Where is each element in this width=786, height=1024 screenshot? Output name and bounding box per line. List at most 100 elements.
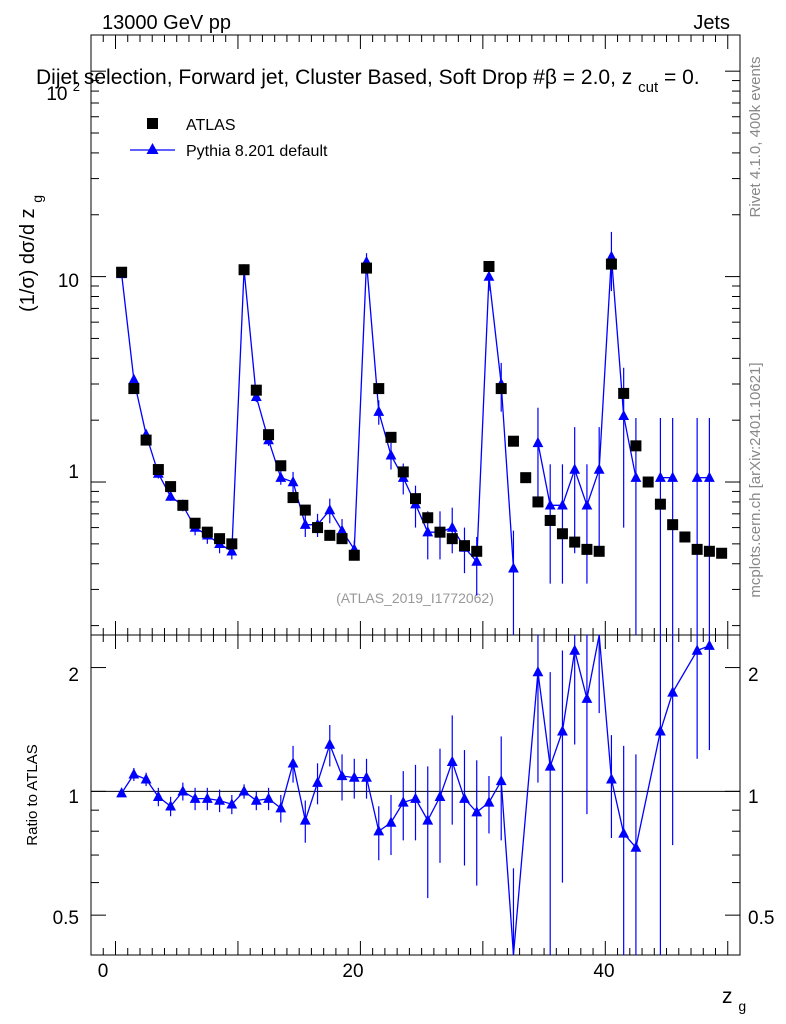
- atlas-point: [667, 519, 679, 531]
- legend-data-marker: [147, 118, 158, 129]
- atlas-point: [385, 431, 397, 443]
- ratio-point: [287, 757, 299, 768]
- mc-point: [508, 562, 519, 573]
- atlas-point: [691, 543, 703, 555]
- ratio-point: [385, 816, 397, 827]
- atlas-point: [495, 383, 507, 395]
- atlas-point: [703, 545, 715, 557]
- ratio-point: [324, 738, 336, 749]
- mc-point: [275, 471, 287, 482]
- atlas-point: [410, 493, 421, 505]
- mc-point: [336, 524, 348, 535]
- atlas-point: [373, 383, 385, 395]
- mc-point: [373, 405, 385, 416]
- collision-label: 13000 GeV pp: [102, 12, 231, 34]
- atlas-point: [483, 260, 495, 272]
- ratio-ytick-label-0.5: 0.5: [53, 908, 79, 929]
- atlas-point: [446, 533, 458, 545]
- mc-point: [422, 526, 434, 537]
- mcplots-side-label: mcplots.cern.ch [arXiv:2401.10621]: [747, 362, 764, 597]
- x-axis-label-sub: g: [738, 998, 746, 1014]
- atlas-point: [214, 533, 226, 545]
- mc-point: [703, 471, 715, 482]
- atlas-point: [165, 481, 177, 493]
- atlas-series-main: [116, 258, 728, 561]
- mc-point: [471, 555, 483, 566]
- mc-series-ratio: [116, 634, 715, 956]
- atlas-point: [716, 547, 728, 559]
- ratio-point: [667, 686, 679, 697]
- atlas-point: [630, 440, 642, 452]
- atlas-point: [434, 526, 446, 538]
- atlas-point: [263, 429, 275, 441]
- ratio-point: [397, 796, 409, 807]
- main-ytick-label-1: 1: [68, 462, 79, 483]
- ratio-point: [140, 773, 152, 784]
- atlas-point: [532, 496, 544, 508]
- atlas-point: [189, 517, 201, 529]
- legend-mc-label: Pythia 8.201 default: [186, 143, 328, 160]
- xtick-label-20: 20: [342, 961, 363, 982]
- main-ytick-top-base: 10: [46, 84, 67, 105]
- atlas-point: [618, 387, 630, 399]
- atlas-point: [140, 434, 152, 446]
- ratio-plot-frame: [90, 634, 741, 956]
- rivet-side-label: Rivet 4.1.0, 400k events: [747, 57, 764, 218]
- mc-point: [655, 471, 666, 482]
- atlas-point: [581, 543, 593, 555]
- legend-data-label: ATLAS: [186, 117, 236, 134]
- ratio-point: [630, 841, 642, 852]
- ratio-point: [459, 792, 470, 803]
- ratio-ytick-label-right-0.5: 0.5: [748, 908, 774, 929]
- atlas-point: [605, 258, 617, 270]
- mc-point: [569, 463, 581, 474]
- mc-point: [532, 436, 544, 448]
- ratio-point: [606, 773, 617, 784]
- ratio-point: [299, 814, 311, 825]
- plot-title-sub: cut: [638, 79, 659, 96]
- atlas-point: [593, 545, 605, 557]
- ratio-point: [544, 760, 556, 771]
- ratio-point: [336, 769, 348, 781]
- ratio-point: [312, 776, 323, 787]
- ratio-point: [116, 787, 128, 798]
- legend-mc-marker: [146, 143, 159, 154]
- atlas-point: [299, 504, 311, 516]
- atlas-point: [287, 492, 299, 504]
- mc-point: [593, 463, 605, 474]
- atlas-point: [642, 476, 654, 488]
- mc-point: [630, 471, 642, 482]
- ratio-point: [263, 792, 274, 803]
- mc-point: [385, 449, 397, 460]
- ratio-point: [422, 814, 434, 825]
- x-axis-label: z g: [722, 985, 746, 1014]
- ratio-ytick-label-2: 2: [68, 665, 79, 686]
- ratio-point: [348, 771, 360, 782]
- plot-title-main: Dijet selection, Forward jet, Cluster Ba…: [36, 66, 632, 89]
- atlas-point: [654, 498, 666, 510]
- ratio-point: [471, 806, 483, 817]
- main-ytick-top-exp: 2: [73, 79, 80, 94]
- ratio-point: [128, 768, 140, 779]
- atlas-point: [238, 264, 250, 276]
- mc-point: [299, 518, 311, 529]
- ratio-point: [532, 666, 544, 677]
- ratio-point: [361, 771, 372, 782]
- ratio-point: [446, 755, 458, 766]
- atlas-point: [201, 526, 213, 538]
- mc-point: [324, 504, 336, 515]
- ratio-point: [238, 785, 250, 796]
- axis-ticks: [90, 35, 741, 956]
- legend: ATLAS Pythia 8.201 default: [130, 117, 328, 160]
- ratio-point: [177, 785, 189, 796]
- ratio-point: [250, 794, 262, 805]
- ratio-point: [152, 790, 164, 801]
- analysis-watermark: (ATLAS_2019_I1772062): [336, 590, 494, 606]
- mc-point: [691, 471, 703, 482]
- y-axis-label-main-sub: g: [29, 195, 45, 203]
- mc-point: [606, 250, 617, 261]
- ratio-point: [189, 792, 201, 803]
- atlas-point: [458, 540, 470, 552]
- atlas-point: [471, 545, 483, 557]
